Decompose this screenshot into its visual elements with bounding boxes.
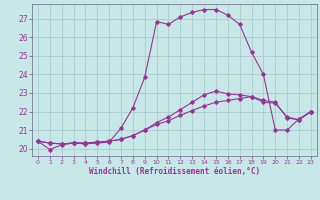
X-axis label: Windchill (Refroidissement éolien,°C): Windchill (Refroidissement éolien,°C) (89, 167, 260, 176)
